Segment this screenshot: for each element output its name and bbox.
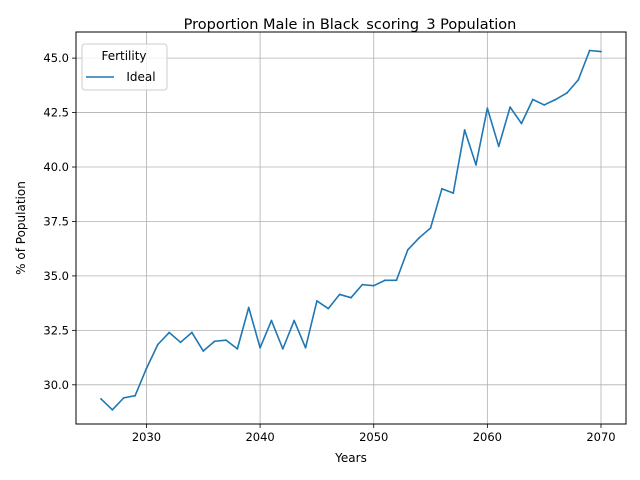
data-point: [100, 398, 102, 400]
data-point: [486, 107, 489, 110]
data-point: [247, 306, 250, 309]
data-point: [543, 104, 546, 106]
data-point: [213, 340, 216, 343]
x-tick-label: 2070: [586, 430, 615, 444]
data-point: [361, 283, 364, 286]
data-point: [452, 192, 455, 195]
y-tick-label: 35.0: [43, 269, 69, 283]
data-point: [429, 227, 432, 229]
data-point: [225, 339, 227, 342]
x-tick-label: 2050: [359, 430, 388, 444]
x-tick-label: 2030: [132, 430, 161, 444]
data-point: [202, 350, 205, 352]
data-point: [509, 106, 511, 109]
series-layer: [100, 49, 602, 411]
x-axis: 2030 2040 2050 2060 2070: [132, 424, 616, 444]
data-point: [384, 279, 386, 282]
y-tick-label: 45.0: [43, 51, 69, 65]
data-point: [134, 394, 136, 397]
data-point: [236, 347, 239, 350]
data-point: [293, 319, 296, 322]
data-point: [372, 284, 375, 287]
data-point: [304, 346, 307, 349]
data-point: [111, 408, 114, 411]
data-point: [395, 279, 398, 282]
y-tick-label: 37.5: [43, 214, 69, 228]
data-point: [191, 331, 193, 334]
data-point: [350, 296, 352, 299]
chart-title: Proportion Male in Black_scoring_3 Popul…: [184, 17, 517, 33]
y-tick-label: 30.0: [43, 378, 69, 392]
data-point: [600, 50, 602, 53]
data-point: [406, 248, 409, 251]
y-axis-label: % of Population: [14, 181, 28, 275]
data-point: [531, 98, 534, 101]
data-point: [259, 346, 261, 349]
legend: Fertility Ideal: [81, 43, 168, 91]
data-point: [179, 341, 182, 344]
y-tick-label: 40.0: [43, 160, 69, 174]
y-tick-label: 32.5: [43, 323, 69, 337]
data-point: [463, 129, 466, 131]
legend-title: Fertility: [101, 49, 146, 63]
plot-area-frame: [75, 31, 627, 425]
data-point: [554, 98, 557, 101]
data-point: [145, 367, 148, 370]
data-point: [168, 331, 171, 334]
x-axis-label: Years: [334, 451, 367, 465]
x-tick-label: 2040: [245, 430, 274, 444]
legend-label-ideal: Ideal: [126, 70, 155, 84]
data-point: [441, 187, 443, 190]
data-point: [316, 300, 318, 302]
series-line-ideal: [100, 49, 602, 411]
data-point: [327, 307, 330, 310]
legend-box: [81, 43, 168, 91]
data-point: [122, 396, 125, 399]
y-axis: 30.0 32.5 35.0 37.5 40.0 42.5 45.0: [43, 51, 76, 392]
data-point: [338, 293, 341, 296]
data-point: [577, 79, 580, 81]
y-tick-label: 42.5: [43, 106, 69, 120]
data-point: [418, 236, 421, 239]
data-point: [588, 49, 591, 52]
data-point: [281, 347, 284, 350]
data-point: [475, 163, 477, 166]
data-point: [520, 122, 523, 125]
data-point: [156, 343, 159, 346]
x-tick-label: 2060: [473, 430, 502, 444]
data-point: [270, 319, 273, 322]
grid: [76, 32, 626, 424]
data-point: [566, 92, 568, 94]
data-point: [497, 145, 500, 148]
